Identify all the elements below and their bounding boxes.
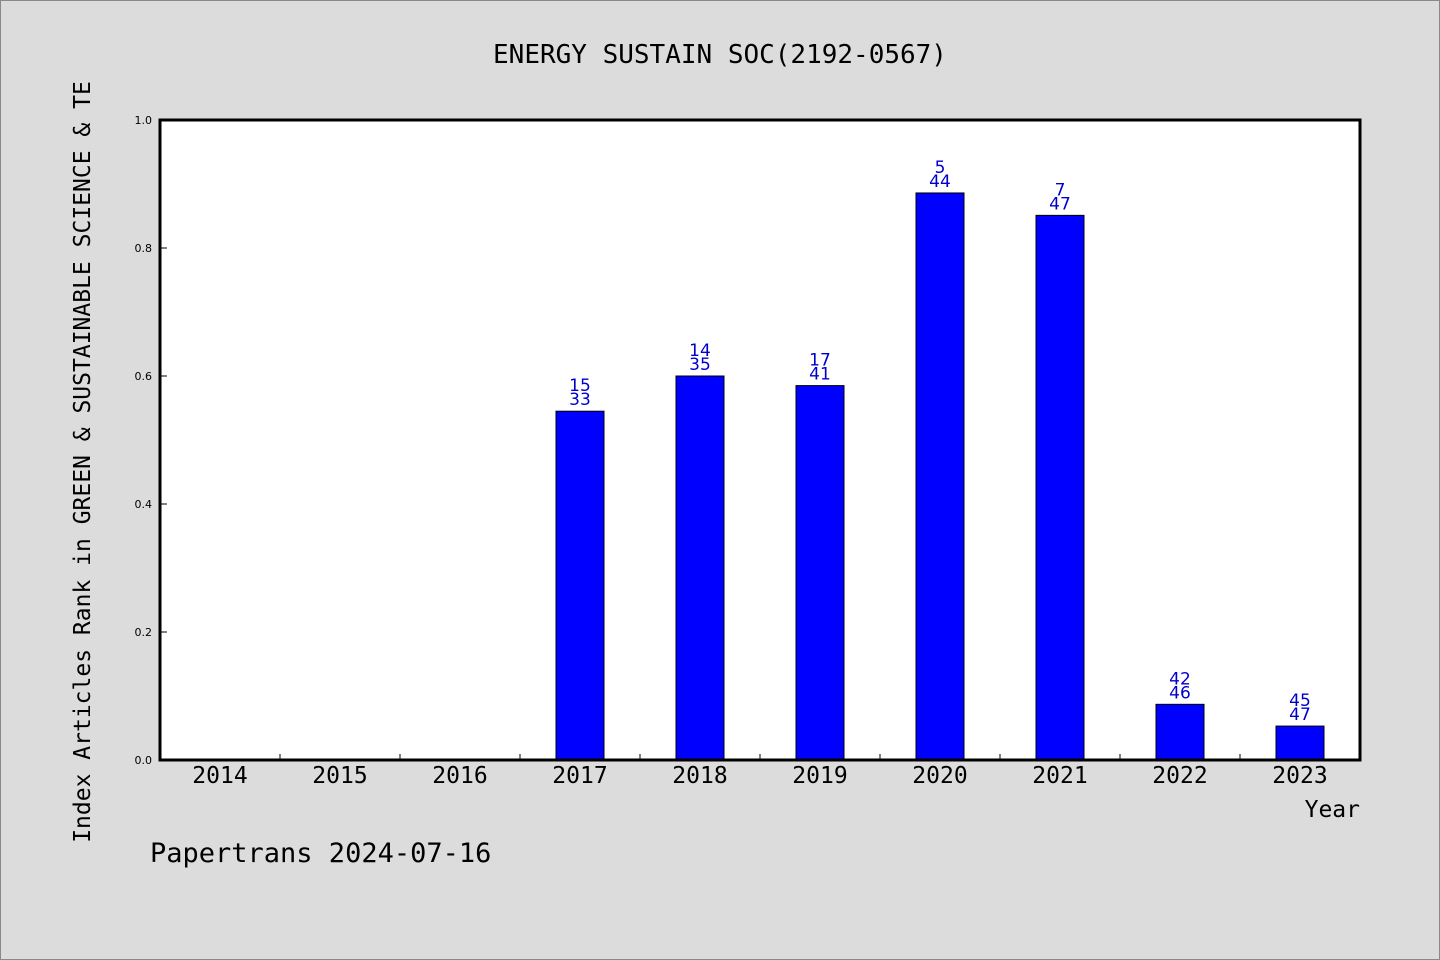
bar	[675, 375, 725, 761]
y-axis-label: Index Articles Rank in GREEN & SUSTAINAB…	[70, 81, 96, 843]
bar-rank-label: 17	[809, 351, 831, 371]
bar	[795, 385, 845, 761]
y-tick-label: 0.8	[135, 242, 153, 255]
y-tick-label: 0.0	[135, 754, 153, 767]
y-tick-label: 0.2	[135, 626, 153, 639]
x-axis-label: Year	[1305, 797, 1360, 823]
bar-total-label: 35	[689, 355, 711, 375]
bar-total-label: 44	[929, 172, 951, 192]
bar-total-label: 46	[1169, 683, 1191, 703]
x-tick-label: 2014	[192, 763, 247, 789]
bar	[1035, 214, 1085, 761]
x-tick-label: 2023	[1272, 763, 1327, 789]
bar-total-label: 47	[1049, 194, 1071, 214]
plot-area	[160, 120, 1360, 760]
bar-total-label: 41	[809, 365, 831, 385]
footer-credit: Papertrans 2024-07-16	[150, 838, 491, 869]
x-tick-label: 2022	[1152, 763, 1207, 789]
x-tick-label: 2018	[672, 763, 727, 789]
bar-total-label: 33	[569, 390, 591, 410]
x-tick-label: 2019	[792, 763, 847, 789]
bar-rank-label: 14	[689, 341, 711, 361]
bar-rank-label: 5	[935, 158, 946, 178]
x-tick-label: 2020	[912, 763, 967, 789]
chart-title: ENERGY SUSTAIN SOC(2192-0567)	[493, 40, 947, 70]
bar-rank-label: 42	[1169, 669, 1191, 689]
bar-rank-label: 15	[569, 376, 591, 396]
bar-rank-label: 7	[1055, 180, 1066, 200]
x-tick-label: 2017	[552, 763, 607, 789]
y-tick-label: 1.0	[135, 114, 153, 127]
y-tick-label: 0.6	[135, 370, 153, 383]
bar-rank-label: 45	[1289, 691, 1311, 711]
bar-total-label: 47	[1289, 705, 1311, 725]
x-tick-label: 2015	[312, 763, 367, 789]
x-tick-label: 2016	[432, 763, 487, 789]
bar	[1275, 725, 1325, 761]
x-tick-label: 2021	[1032, 763, 1087, 789]
y-tick-label: 0.4	[135, 498, 153, 511]
bar	[1155, 703, 1205, 761]
plot-frame	[158, 118, 1362, 762]
bar	[555, 410, 605, 761]
bar	[915, 192, 965, 761]
